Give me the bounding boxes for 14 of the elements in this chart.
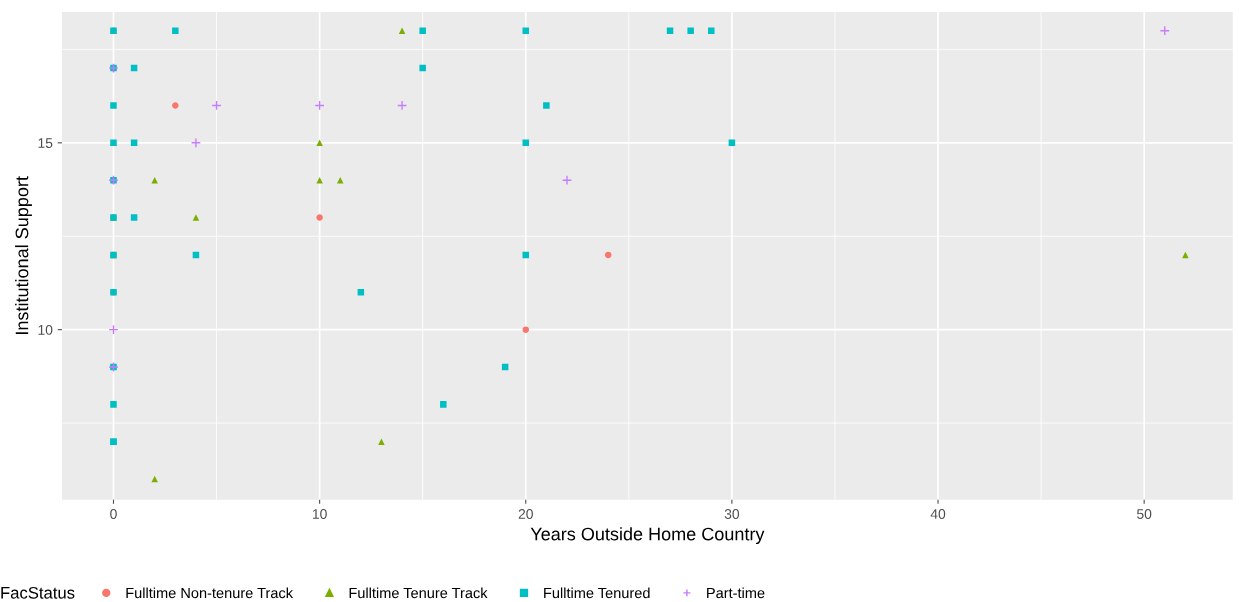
- legend-label: Fulltime Non-tenure Track: [126, 587, 294, 599]
- x-tick-label: 40: [930, 509, 946, 519]
- legend-label: Fulltime Tenure Track: [349, 587, 488, 599]
- x-tick-label: 50: [1137, 509, 1152, 519]
- x-tick-label: 20: [518, 509, 533, 519]
- x-axis-title: Years Outside Home Country: [530, 527, 765, 545]
- x-tick-label: 30: [724, 509, 740, 519]
- y-tick-label: 15: [38, 138, 53, 148]
- legend-label: Fulltime Tenured: [544, 587, 650, 599]
- y-axis-title: Institutional Support: [15, 176, 32, 334]
- legend-title: FacStatus: [1, 586, 75, 599]
- x-tick-label: 10: [312, 509, 327, 519]
- x-tick-label: 0: [110, 509, 117, 519]
- legend-label: Part-time: [707, 587, 765, 599]
